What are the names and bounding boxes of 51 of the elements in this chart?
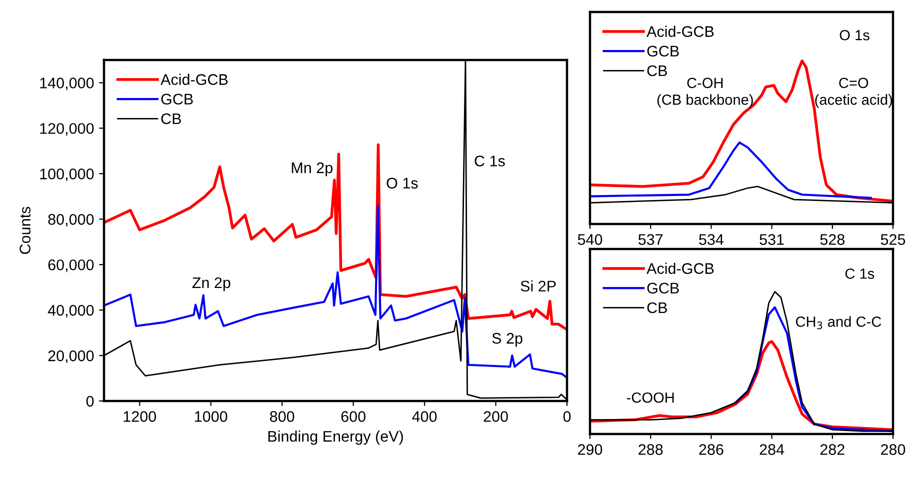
annotation: -COOH <box>626 392 674 403</box>
line-series <box>104 204 567 379</box>
y-tick-label: 140,000 <box>40 78 94 90</box>
x-tick-label: 537 <box>638 234 663 245</box>
y-tick-label: 120,000 <box>40 123 94 136</box>
legend-label: Acid-GCB <box>646 26 714 37</box>
x-tick-label: 534 <box>699 234 724 245</box>
x-tick-label: 400 <box>412 411 437 422</box>
x-tick-label: 286 <box>699 444 724 455</box>
text: O 1s <box>840 30 870 40</box>
y-tick-label: 60,000 <box>48 259 94 272</box>
annotation: C-OH (CB backbone) <box>657 78 753 108</box>
y-axis-title: Counts <box>20 206 30 254</box>
x-tick-label: 600 <box>341 411 366 422</box>
x-tick-label: 528 <box>820 234 844 245</box>
x-tick-label: 284 <box>760 444 784 455</box>
annotation: S 2p <box>492 332 522 347</box>
legend-label: CB <box>647 302 667 314</box>
x-tick-label: 288 <box>638 444 663 455</box>
x-tick-label: 525 <box>880 234 906 245</box>
annotation: C=O (acetic acid) <box>815 78 892 108</box>
legend-label: GCB <box>161 94 193 105</box>
x-tick-label: 280 <box>881 444 906 455</box>
x-tick-label: 0 <box>563 411 571 422</box>
x-tick-label: 1000 <box>195 411 228 422</box>
annotation: C 1s <box>474 156 505 166</box>
x-axis-title: Binding Energy (eV) <box>268 430 403 445</box>
annotation: CH$_{3}$ and C-C <box>796 316 882 330</box>
legend-label: Acid-GCB <box>160 74 228 85</box>
x-tick-label: 282 <box>820 444 844 455</box>
x-tick-label: 531 <box>760 234 784 245</box>
y-tick-label: 40,000 <box>48 304 94 318</box>
y-tick-label: 0 <box>86 396 94 407</box>
annotation: Zn 2p <box>192 277 230 292</box>
y-tick-label: 20,000 <box>48 350 94 364</box>
legend-label: GCB <box>647 46 679 57</box>
x-tick-label: 540 <box>578 234 602 245</box>
legend-label: GCB <box>647 282 679 294</box>
legend-label: Acid-GCB <box>646 262 714 274</box>
text: C 1s <box>845 268 874 279</box>
legend-label: CB <box>647 65 667 76</box>
legend-label: CB <box>161 113 181 124</box>
x-tick-label: 1200 <box>124 411 156 422</box>
annotation: Si 2P <box>520 280 556 292</box>
annotation: Mn 2p <box>292 162 332 176</box>
y-tick-label: 80,000 <box>48 214 94 227</box>
annotation: O 1s <box>386 178 418 189</box>
x-tick-label: 290 <box>578 444 602 455</box>
x-tick-label: 800 <box>270 411 294 422</box>
y-tick-label: 100,000 <box>40 168 94 182</box>
x-tick-label: 200 <box>484 411 508 422</box>
